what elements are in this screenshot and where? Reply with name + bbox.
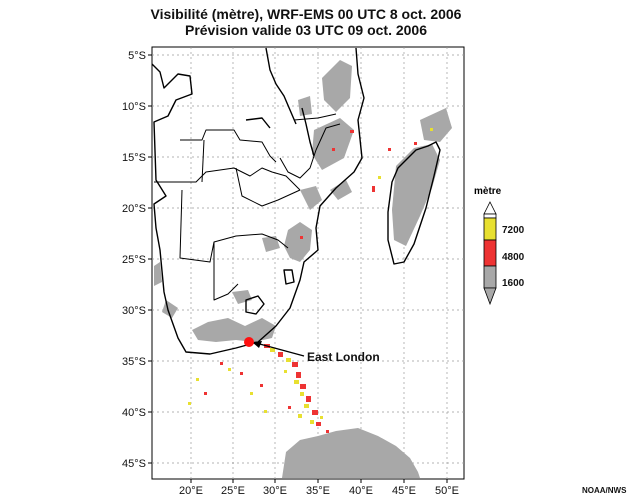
lon-label: 45°E [392, 485, 416, 497]
longitude-labels: 20°E 25°E 30°E 35°E 40°E 45°E 50°E [179, 485, 459, 497]
lon-label: 25°E [221, 485, 245, 497]
lat-label: 30°S [122, 305, 146, 317]
lat-label: 25°S [122, 254, 146, 266]
legend-label-1600: 1600 [502, 278, 525, 289]
tick-marks [148, 54, 448, 483]
pointer-arrow-line [255, 342, 305, 357]
lat-label: 45°S [122, 458, 146, 470]
legend-colorbar [483, 201, 497, 306]
lat-label: 5°S [128, 50, 146, 62]
lon-label: 30°E [263, 485, 287, 497]
visibility-7200-areas [188, 128, 433, 424]
lat-label: 20°S [122, 203, 146, 215]
lon-label: 35°E [306, 485, 330, 497]
east-london-annotation: East London [244, 337, 380, 364]
pointer-arrowhead [252, 341, 262, 348]
legend-title: mètre [474, 186, 502, 197]
legend-label-7200: 7200 [502, 225, 525, 236]
coastlines [151, 47, 441, 355]
country-borders [154, 113, 341, 301]
latitude-labels: 5°S 10°S 15°S 20°S 25°S 30°S 35°S 40°S 4… [122, 50, 146, 470]
legend-label-4800: 4800 [502, 252, 525, 263]
lat-label: 10°S [122, 101, 146, 113]
lon-label: 50°E [435, 485, 459, 497]
legend-top-cap [483, 201, 497, 215]
map-title: Visibilité (mètre), WRF-EMS 00 UTC 8 oct… [150, 6, 462, 22]
fog-low-visibility-areas [154, 60, 452, 478]
east-london-marker [244, 337, 254, 347]
lat-label: 35°S [122, 356, 146, 368]
legend-swatch-7200 [483, 217, 497, 241]
map-subtitle: Prévision valide 03 UTC 09 oct. 2006 [184, 22, 427, 38]
legend-bottom-cap [483, 287, 497, 306]
credit-text: NOAA/NWS [582, 486, 627, 495]
lon-label: 20°E [179, 485, 203, 497]
east-london-label: East London [307, 350, 380, 364]
legend-swatch-1600 [483, 265, 497, 289]
lon-label: 40°E [349, 485, 373, 497]
legend-top-band [483, 213, 497, 219]
lat-label: 15°S [122, 152, 146, 164]
lat-label: 40°S [122, 407, 146, 419]
legend-swatch-4800 [483, 239, 497, 267]
